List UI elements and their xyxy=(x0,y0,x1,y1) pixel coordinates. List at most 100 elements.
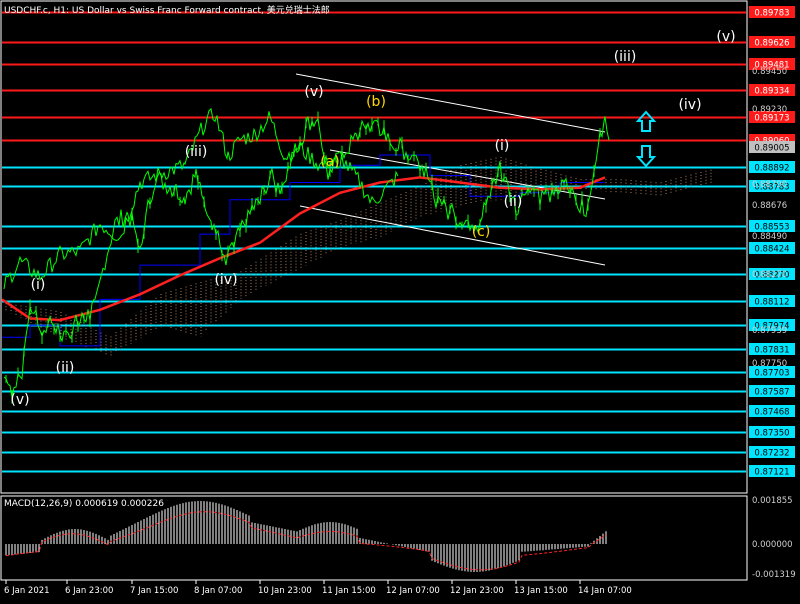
macd-signal-line xyxy=(5,511,607,571)
chart-title: USDCHF.c, H1: US Dollar vs Swiss Franc F… xyxy=(4,6,330,16)
support-price-tag: 0.87121 xyxy=(754,468,789,478)
time-axis: 6 Jan 2021 6 Jan 23:00 7 Jan 15:00 8 Jan 07… xyxy=(4,580,632,596)
wave-label: (c) xyxy=(472,224,491,240)
down-arrow-icon xyxy=(635,145,657,168)
macd-scale-label: 0.000000 xyxy=(752,540,793,550)
support-price-tag-bg xyxy=(749,180,795,192)
support-price-tag-bg xyxy=(749,426,795,438)
wave-label: (ii) xyxy=(56,360,75,376)
time-label: 6 Jan 2021 xyxy=(4,586,50,596)
wave-label: (v) xyxy=(10,392,29,408)
macd-indicator: 0.001855 0.000000 -0.001319 xyxy=(5,496,796,580)
support-price-tag-bg xyxy=(749,161,795,173)
support-price-tag: 0.88270 xyxy=(754,271,789,281)
resistance-price-tag: 0.89626 xyxy=(754,39,789,49)
resistance-price-tag-bg xyxy=(749,111,795,123)
time-label: 14 Jan 07:00 xyxy=(578,586,632,596)
support-price-tag: 0.88112 xyxy=(754,298,789,308)
wave-label: (a) xyxy=(320,154,340,170)
lagging-line xyxy=(3,107,399,290)
resistance-price-tag: 0.89173 xyxy=(754,114,789,124)
resistance-price-tag: 0.89334 xyxy=(754,87,789,97)
resistance-price-tag-bg xyxy=(749,84,795,96)
support-price-tag: 0.87831 xyxy=(754,346,789,356)
support-price-tag: 0.87974 xyxy=(754,322,789,332)
current-price-bg xyxy=(749,141,795,153)
time-label: 10 Jan 23:00 xyxy=(258,586,312,596)
time-label: 12 Jan 23:00 xyxy=(450,586,504,596)
support-price-tag-bg xyxy=(749,446,795,458)
wave-label: (iii) xyxy=(614,49,637,65)
support-price-tag-bg xyxy=(749,220,795,232)
time-label: 11 Jan 15:00 xyxy=(322,586,376,596)
time-label: 8 Jan 07:00 xyxy=(194,586,242,596)
price-scale: 0.88892 0.88783 0.88553 0.88424 0.88270 0.881… xyxy=(749,6,795,478)
support-price-tag: 0.87587 xyxy=(754,388,789,398)
resistance-price-tag-bg xyxy=(749,58,795,70)
blue-line xyxy=(2,154,605,347)
price-tick-label: 0.88676 xyxy=(752,201,787,211)
resistance-lines xyxy=(2,11,746,142)
wave-label: (iv) xyxy=(214,272,237,288)
support-price-tag: 0.88553 xyxy=(754,223,789,233)
price-tick-label: 0.88790 xyxy=(752,180,787,190)
price-panel-frame xyxy=(0,0,748,494)
support-price-tag-bg xyxy=(749,343,795,355)
price-tick-label: 0.89230 xyxy=(752,105,787,115)
middle-trendline xyxy=(329,149,606,200)
red-moving-average xyxy=(1,176,606,322)
support-price-tag: 0.88783 xyxy=(754,183,789,193)
time-label: 13 Jan 15:00 xyxy=(514,586,568,596)
red-ma-line xyxy=(1,176,606,322)
support-price-tag: 0.87232 xyxy=(754,449,789,459)
support-price-tag-bg xyxy=(749,268,795,280)
wave-label: (v) xyxy=(304,84,323,100)
price-tick-label: 0.87750 xyxy=(752,359,787,369)
resistance-price-tag: 0.89481 xyxy=(754,61,789,71)
price-tick-label: 0.87939 xyxy=(752,326,787,336)
support-price-tag: 0.88892 xyxy=(754,164,789,174)
resistance-price-tag-bg xyxy=(749,6,795,18)
support-price-tag-bg xyxy=(749,295,795,307)
wave-label: (v) xyxy=(716,29,735,45)
trendlines xyxy=(295,73,606,266)
time-label: 12 Jan 07:00 xyxy=(386,586,440,596)
support-price-tag-bg xyxy=(749,405,795,417)
upper-trendline xyxy=(295,73,606,133)
support-lines xyxy=(2,166,746,473)
price-line xyxy=(3,116,610,398)
macd-scale-label: -0.001319 xyxy=(752,570,796,580)
time-label: 6 Jan 23:00 xyxy=(65,586,113,596)
support-price-tag-bg xyxy=(749,319,795,331)
support-price-tag-bg xyxy=(749,242,795,254)
support-price-tag-bg xyxy=(749,385,795,397)
price-tick-label: 0.89450 xyxy=(752,67,787,77)
macd-panel-frame xyxy=(0,495,748,581)
lower-trendline xyxy=(299,205,606,266)
wave-label: (b) xyxy=(366,94,386,110)
support-price-tag: 0.87350 xyxy=(754,429,789,439)
macd-label: MACD(12,26,9) 0.000619 0.000226 xyxy=(4,499,164,509)
time-label: 7 Jan 15:00 xyxy=(130,586,178,596)
elliott-wave-labels: (v) (i) (ii) (iii) (iv) (v) (b) (a) (c) (i) (ii) (i… xyxy=(10,29,735,408)
macd-scale-label: 0.001855 xyxy=(752,496,793,506)
ichimoku-cloud xyxy=(5,157,712,356)
support-price-tag-bg xyxy=(749,465,795,477)
up-arrow-icon xyxy=(635,110,657,132)
resistance-price-tag: 0.89783 xyxy=(754,9,789,19)
current-price-label: 0.89005 xyxy=(754,144,789,154)
price-tick-label: 0.88490 xyxy=(752,232,787,242)
wave-label: (ii) xyxy=(504,194,523,210)
wave-label: (i) xyxy=(495,138,510,154)
blue-line-path xyxy=(2,154,605,347)
direction-arrows xyxy=(635,110,657,168)
wave-label: (iv) xyxy=(678,97,701,113)
resistance-price-tag-bg xyxy=(749,36,795,48)
price-tick-label: 0.88270 xyxy=(752,270,787,280)
wave-label: (iii) xyxy=(185,144,208,160)
price-series xyxy=(3,107,610,404)
support-price-tag: 0.87703 xyxy=(754,369,789,379)
